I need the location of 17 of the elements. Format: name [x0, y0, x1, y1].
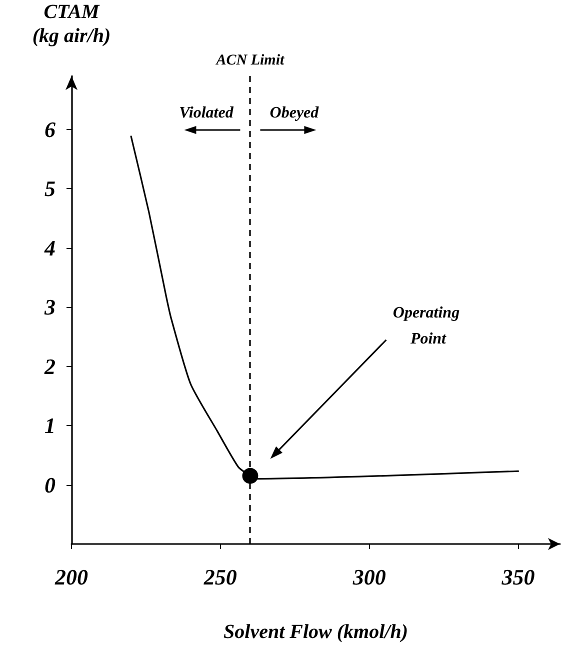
y-tick-label: 0	[44, 472, 56, 498]
y-tick-label: 5	[44, 176, 56, 202]
annotation: Operating Point	[392, 304, 464, 348]
annotation: Violated	[179, 104, 234, 122]
x-tick-label: 200	[54, 564, 88, 590]
annotation: Obeyed	[270, 104, 320, 122]
x-tick-label: 250	[202, 564, 237, 590]
y-tick-label: 3	[44, 294, 56, 320]
ref-line-label: ACN Limit	[215, 52, 286, 68]
y-axis-title: CTAM (kg air/h)	[32, 1, 111, 47]
x-tick-label: 350	[500, 564, 535, 590]
y-tick-label: 1	[44, 413, 56, 438]
y-tick-label: 4	[44, 235, 56, 260]
x-tick-label: 300	[352, 564, 386, 590]
x-axis-title: Solvent Flow (kmol/h)	[224, 621, 408, 643]
y-tick-label: 6	[44, 116, 56, 142]
y-tick-label: 2	[44, 354, 56, 379]
